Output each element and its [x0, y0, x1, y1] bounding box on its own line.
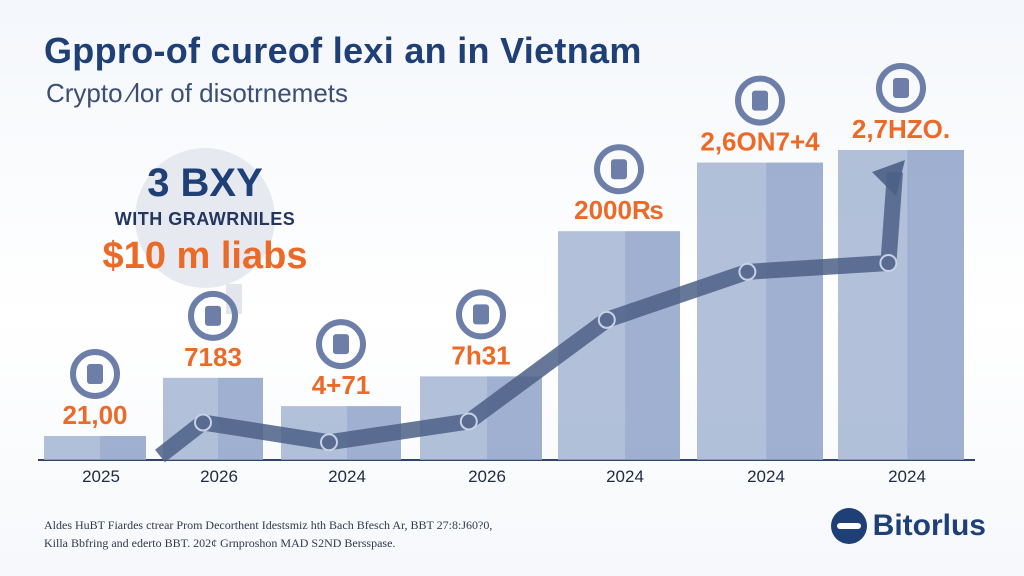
- trend-arrowhead: [872, 160, 905, 196]
- callout-big: 3 BXY: [147, 161, 263, 205]
- bar-shade: [625, 231, 680, 460]
- x-tick-label: 2024: [328, 467, 366, 486]
- bar: [697, 162, 823, 461]
- circuit-disc-icon: [594, 144, 644, 195]
- value-label: 2,7HZO.: [852, 114, 950, 144]
- footnote-line-2: Killa Bbfring and ederto BBT. 202¢ Grnpr…: [44, 536, 396, 550]
- footnote: Aldes HuBT Fiardes ctrear Prom Decorthen…: [44, 516, 604, 552]
- x-tick-label: 2025: [82, 467, 120, 486]
- footnote-line-1: Aldes HuBT Fiardes ctrear Prom Decorthen…: [44, 518, 493, 532]
- trend-point: [879, 254, 898, 272]
- x-tick-label: 2024: [606, 467, 644, 486]
- anvil-icon: [316, 319, 366, 370]
- value-label: 2,6ON7+4: [700, 127, 820, 157]
- trend-point: [597, 310, 616, 329]
- value-label: 7h31: [451, 340, 510, 370]
- robot-icon: [735, 75, 785, 126]
- trend-arrow: [155, 171, 903, 463]
- brand-name: Bitorlus: [872, 509, 986, 542]
- value-label: 21,00: [62, 400, 127, 430]
- bar-shade: [766, 162, 823, 461]
- brand[interactable]: Bitorlus: [830, 508, 986, 544]
- trend-point: [459, 412, 478, 431]
- trend-point: [320, 433, 338, 452]
- trend-point: [738, 262, 757, 281]
- value-label: 2000₨: [574, 195, 664, 225]
- bar: [44, 435, 146, 460]
- brand-logo-icon: [830, 508, 867, 544]
- x-tick-label: 2026: [200, 467, 238, 486]
- gear-coin-icon: [456, 289, 506, 340]
- broadcast-icon: [876, 63, 926, 113]
- x-tick-label: 2024: [888, 467, 926, 486]
- chart-subtitle: Crypto ⁄lor of disotrnemets: [46, 78, 349, 108]
- x-tick-label: 2024: [747, 467, 785, 486]
- callout-money: $10 m liabs: [102, 235, 308, 277]
- bar: [838, 150, 964, 460]
- bar-shade: [100, 435, 146, 460]
- x-tick-label: 2026: [468, 467, 506, 486]
- bar-shade: [907, 150, 964, 460]
- yen-coin-icon: [70, 348, 120, 399]
- callout: 3 BXY WITH GRAWRNILES $10 m liabs: [70, 160, 340, 280]
- bitcoin-chip-icon: [188, 290, 238, 341]
- value-label: 7183: [184, 342, 242, 372]
- callout-subtext: WITH GRAWRNILES: [114, 209, 296, 229]
- trend-point: [194, 413, 212, 432]
- value-label: 4+71: [312, 370, 371, 400]
- chart-title: Gppro-of cureof lexi an in Vietnam: [44, 30, 642, 71]
